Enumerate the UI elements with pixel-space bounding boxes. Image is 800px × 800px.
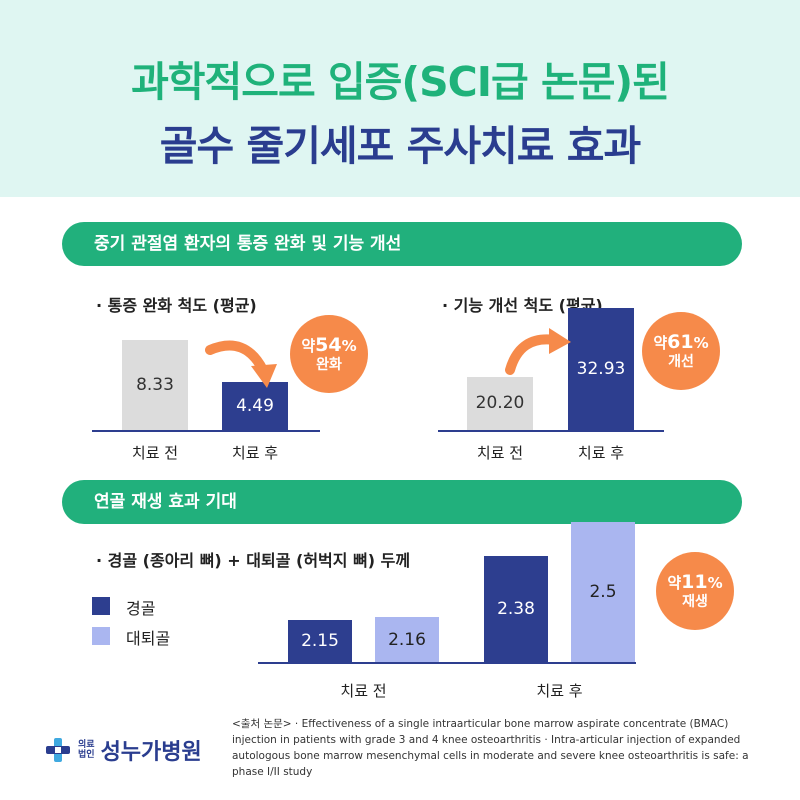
chart-baseline bbox=[258, 662, 636, 664]
badge-regeneration: 약11% 재생 bbox=[656, 552, 734, 630]
chart2-title: · 기능 개선 척도 (평균) bbox=[442, 296, 603, 315]
hospital-cross-icon bbox=[46, 738, 70, 762]
page-title-line1: 과학적으로 입증(SCI급 논문)된 bbox=[131, 58, 670, 106]
x-tick-label: 치료 후 bbox=[536, 682, 583, 700]
legend-swatch-femur bbox=[92, 627, 110, 645]
logo-name: 성누가병원 bbox=[100, 740, 202, 765]
badge-function-improvement: 약61% 개선 bbox=[642, 312, 720, 390]
legend-label-femur: 대퇴골 bbox=[126, 629, 171, 648]
section-pill-pain-function: 중기 관절염 환자의 통증 완화 및 기능 개선 bbox=[62, 222, 742, 266]
badge-pain-reduction: 약54% 완화 bbox=[290, 315, 368, 393]
hospital-logo: 의료 법인 성누가병원 bbox=[44, 734, 202, 766]
legend-swatch-tibia bbox=[92, 597, 110, 615]
bar-thickness-1-0: 2.38 bbox=[484, 555, 548, 662]
page-title-line2: 골수 줄기세포 주사치료 효과 bbox=[159, 122, 641, 170]
source-citation: <출처 논문> · Effectiveness of a single intr… bbox=[232, 718, 749, 778]
bar-chart2-1: 32.93 bbox=[568, 308, 634, 430]
legend-label-tibia: 경골 bbox=[126, 599, 156, 618]
arrow-down-icon bbox=[205, 340, 277, 388]
bar-chart1-0: 8.33 bbox=[122, 340, 188, 430]
arrow-up-icon bbox=[505, 328, 571, 375]
bar-thickness-0-1: 2.16 bbox=[375, 617, 439, 662]
bar-chart2-0: 20.20 bbox=[467, 376, 533, 430]
x-tick-label: 치료 전 bbox=[476, 444, 524, 462]
chart-baseline bbox=[92, 430, 320, 432]
x-tick-label: 치료 전 bbox=[340, 682, 387, 700]
chart-baseline bbox=[438, 430, 664, 432]
header-banner: 과학적으로 입증(SCI급 논문)된 골수 줄기세포 주사치료 효과 bbox=[0, 0, 800, 197]
bar-thickness-1-1: 2.5 bbox=[571, 522, 635, 662]
bar-thickness-0-0: 2.15 bbox=[288, 620, 352, 662]
bar-chart1-1: 4.49 bbox=[222, 381, 288, 430]
logo-sub1: 의료 bbox=[78, 740, 95, 750]
x-tick-label: 치료 후 bbox=[231, 444, 279, 462]
chart1-title: · 통증 완화 척도 (평균) bbox=[96, 296, 257, 315]
chart3-title: · 경골 (종아리 뼈) + 대퇴골 (허벅지 뼈) 두께 bbox=[96, 551, 411, 570]
x-tick-label: 치료 전 bbox=[131, 444, 179, 462]
x-tick-label: 치료 후 bbox=[577, 444, 625, 462]
section-pill-cartilage: 연골 재생 효과 기대 bbox=[62, 480, 742, 524]
logo-sub2: 법인 bbox=[78, 750, 95, 760]
